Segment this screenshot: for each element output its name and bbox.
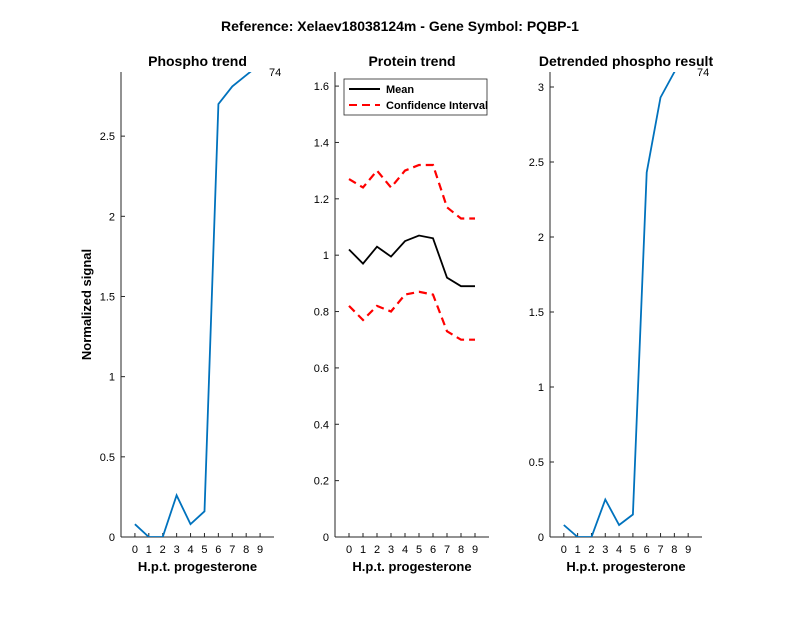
x-tick-label: 3 <box>388 544 394 556</box>
x-tick-label: 1 <box>575 544 581 556</box>
x-tick-label: 1 <box>360 544 366 556</box>
y-tick-label: 0 <box>109 532 115 544</box>
x-axis-label: H.p.t. progesterone <box>566 559 685 574</box>
chart-title: Protein trend <box>368 53 455 69</box>
x-tick-label: 8 <box>243 544 249 556</box>
y-tick-label: 2 <box>109 211 115 223</box>
x-tick-label: 4 <box>187 544 193 556</box>
y-tick-label: 1.4 <box>314 137 329 149</box>
y-tick-label: 2 <box>538 232 544 244</box>
x-tick-label: 2 <box>374 544 380 556</box>
x-tick-label: 6 <box>430 544 436 556</box>
x-tick-label: 6 <box>644 544 650 556</box>
x-tick-label: 0 <box>561 544 567 556</box>
y-tick-label: 2.5 <box>100 131 115 143</box>
series-line-phospho <box>134 72 252 537</box>
y-tick-label: 1 <box>323 250 329 262</box>
y-tick-label: 1.5 <box>100 291 115 303</box>
chart-title: Detrended phospho result <box>539 53 714 69</box>
y-tick-label: 3 <box>538 82 544 94</box>
y-tick-label: 0.8 <box>314 307 329 319</box>
x-tick-label: 8 <box>458 544 464 556</box>
legend-entry-label: Confidence Interval <box>386 100 488 112</box>
x-tick-label: 4 <box>616 544 622 556</box>
y-tick-label: 1.2 <box>314 194 329 206</box>
chart-protein-trend: 0 1 2 3 4 5 6 7 8 900.20.40.60.811.21.41.6Protein… <box>314 53 489 574</box>
x-tick-label: 6 <box>215 544 221 556</box>
y-tick-label: 0.5 <box>100 452 115 464</box>
y-tick-label: 1.5 <box>529 307 544 319</box>
x-tick-label: 5 <box>201 544 207 556</box>
x-tick-label: 5 <box>630 544 636 556</box>
x-axis-label: H.p.t. progesterone <box>352 559 471 574</box>
series-line-detrended-phospho <box>563 72 676 537</box>
y-tick-label: 0.2 <box>314 476 329 488</box>
legend-box <box>343 78 488 116</box>
y-tick-label: 0.5 <box>529 457 544 469</box>
x-tick-label: 7 <box>229 544 235 556</box>
chart-title: Phospho trend <box>148 53 247 69</box>
series-line-confidence-interval-lower <box>348 290 475 341</box>
y-axis-label: Normalized signal <box>79 249 94 360</box>
x-tick-label: 9 <box>472 544 478 556</box>
end-label: 74 <box>269 67 281 79</box>
x-tick-label: 7 <box>444 544 450 556</box>
x-tick-label: 2 <box>588 544 594 556</box>
y-tick-label: 1 <box>538 382 544 394</box>
y-tick-label: 0.6 <box>314 363 329 375</box>
y-tick-label: 0 <box>323 532 329 544</box>
legend: Mean Confidence Interval <box>343 78 488 116</box>
x-axis-label: H.p.t. progesterone <box>138 559 257 574</box>
y-tick-label: 0 <box>538 532 544 544</box>
series-line-mean <box>348 234 475 288</box>
y-tick-label: 1.6 <box>314 81 329 93</box>
y-tick-label: 0.4 <box>314 419 329 431</box>
x-tick-label: 3 <box>174 544 180 556</box>
figure-title: Reference: Xelaev18038124m - Gene Symbol… <box>221 18 579 34</box>
y-tick-label: 1 <box>109 372 115 384</box>
x-tick-label: 9 <box>685 544 691 556</box>
x-tick-label: 0 <box>346 544 352 556</box>
x-tick-label: 3 <box>602 544 608 556</box>
x-tick-label: 0 <box>132 544 138 556</box>
x-tick-label: 9 <box>257 544 263 556</box>
x-tick-label: 1 <box>146 544 152 556</box>
legend-entry-label: Mean <box>386 84 414 96</box>
x-tick-label: 4 <box>402 544 408 556</box>
end-label: 74 <box>697 67 709 79</box>
x-tick-label: 8 <box>671 544 677 556</box>
y-tick-label: 2.5 <box>529 157 544 169</box>
x-tick-label: 5 <box>416 544 422 556</box>
x-tick-label: 2 <box>160 544 166 556</box>
series-line-confidence-interval-upper <box>348 163 475 220</box>
x-tick-label: 7 <box>657 544 663 556</box>
